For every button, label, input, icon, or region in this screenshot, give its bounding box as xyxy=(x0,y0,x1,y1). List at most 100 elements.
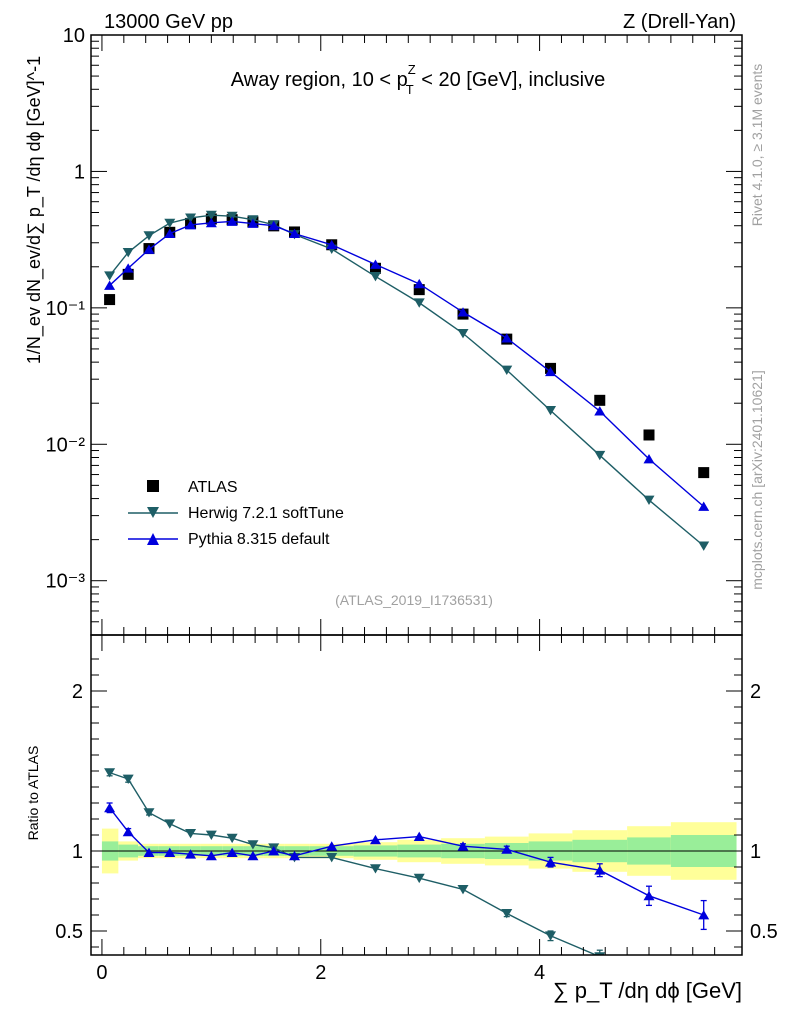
main-title: Away region, 10 < pTZ < 20 [GeV], inclus… xyxy=(231,62,605,97)
data-point-herwig xyxy=(205,210,217,221)
main-title-post: < 20 [GeV], inclusive xyxy=(416,69,606,91)
ratio-y-tick-label-right: 1 xyxy=(750,841,761,863)
data-point-pythia xyxy=(104,280,116,290)
ratio-point-herwig xyxy=(143,808,155,818)
main-title-sub: T xyxy=(406,82,414,97)
ratio-point-pythia xyxy=(369,834,381,845)
axes-frames xyxy=(90,34,743,956)
data-point-herwig xyxy=(501,365,513,376)
analysis-id: (ATLAS_2019_I1736531) xyxy=(335,592,493,608)
data-point-herwig xyxy=(369,272,381,282)
ratio-point-herwig xyxy=(205,830,217,840)
data-point-herwig xyxy=(122,247,134,258)
data-point-herwig xyxy=(226,211,238,222)
data-point-herwig xyxy=(698,541,710,551)
ratio-point-herwig xyxy=(545,931,557,941)
data-point-atlas xyxy=(698,467,710,479)
ratio-point-pythia xyxy=(501,844,513,854)
mcplots-label: mcplots.cern.ch [arXiv:2401.10621] xyxy=(749,370,765,589)
data-point-herwig xyxy=(457,328,469,339)
ratio-point-pythia xyxy=(326,841,338,851)
data-point-pythia xyxy=(289,228,301,239)
data-point-atlas xyxy=(594,394,606,406)
x-tick-label: 4 xyxy=(534,962,545,984)
ratio-point-herwig xyxy=(501,909,513,919)
ratio-point-pythia xyxy=(247,850,259,861)
ratio-point-herwig xyxy=(413,873,425,884)
data-point-pythia xyxy=(247,218,259,228)
data-point-herwig xyxy=(185,213,197,223)
data-point-pythia xyxy=(326,239,338,250)
x-tick-label: 2 xyxy=(315,962,326,984)
data-point-herwig xyxy=(594,450,606,461)
data-point-atlas xyxy=(643,429,655,441)
ratio-point-pythia xyxy=(122,826,134,837)
data-point-herwig xyxy=(545,406,557,416)
main-y-axis-label-text: 1/N_ev dN_ev/d∑ p_T /dη dϕ [GeV]^-1 xyxy=(24,56,45,364)
data-point-pythia xyxy=(643,454,655,464)
ratio-point-pythia xyxy=(413,831,425,841)
ratio-y-tick-label: 0.5 xyxy=(55,921,83,943)
legend-pythia-label: Pythia 8.315 default xyxy=(188,531,330,548)
data-point-pythia xyxy=(268,220,280,231)
main-title-sup: Z xyxy=(408,62,416,77)
ratio-point-pythia xyxy=(164,847,176,857)
ratio-point-pythia xyxy=(545,857,557,867)
data-point-atlas xyxy=(413,284,425,296)
ratio-point-pythia xyxy=(643,890,655,901)
ratio-y-axis-label-text: Ratio to ATLAS xyxy=(25,746,41,841)
x-tick-label: 0 xyxy=(96,962,107,984)
data-point-pythia xyxy=(457,307,469,317)
ratio-point-pythia xyxy=(226,847,238,857)
data-point-atlas xyxy=(104,294,116,306)
ratio-point-herwig xyxy=(104,768,116,778)
legend-pythia-marker xyxy=(147,533,159,545)
ratio-y-tick-label-right: 0.5 xyxy=(750,921,778,943)
mcplots-label-text: mcplots.cern.ch [arXiv:2401.10621] xyxy=(749,370,765,589)
data-point-herwig xyxy=(164,218,176,229)
ratio-frame xyxy=(90,634,743,956)
ratio-y-axis-label: Ratio to ATLAS xyxy=(25,746,41,841)
ratio-point-pythia xyxy=(698,910,710,920)
data-point-pythia xyxy=(122,263,134,273)
main-y-tick-label: 1 xyxy=(74,161,85,183)
legend-atlas-label: ATLAS xyxy=(188,479,238,496)
x-axis-label: ∑ p_T /dη dϕ [GeV] xyxy=(553,978,742,1003)
data-point-herwig xyxy=(413,298,425,308)
data-point-pythia xyxy=(185,220,197,230)
header-right: Z (Drell-Yan) xyxy=(623,11,736,33)
ratio-series-clipped xyxy=(104,768,710,955)
ratio-point-herwig xyxy=(122,774,134,784)
main-y-tick-label: 10⁻³ xyxy=(46,571,86,593)
ratio-point-herwig xyxy=(247,840,259,850)
ratio-y-tick-label-right: 2 xyxy=(750,681,761,703)
data-point-pythia xyxy=(205,217,217,228)
main-y-tick-label: 10⁻¹ xyxy=(46,298,86,320)
data-point-pythia xyxy=(413,278,425,289)
ratio-point-pythia xyxy=(594,865,606,875)
main-y-tick-label: 10⁻² xyxy=(46,434,86,456)
ratio-point-pythia xyxy=(104,802,116,813)
ratio-point-pythia xyxy=(185,849,197,859)
main-y-tick-label: 10 xyxy=(63,25,85,47)
data-point-herwig xyxy=(643,495,655,506)
main-title-pre: Away region, 10 < p xyxy=(231,69,408,91)
legend: ATLAS Herwig 7.2.1 softTune Pythia 8.315… xyxy=(128,479,344,548)
data-point-herwig xyxy=(104,271,116,281)
data-point-pythia xyxy=(143,244,155,254)
main-y-axis-label: 1/N_ev dN_ev/d∑ p_T /dη dϕ [GeV]^-1 xyxy=(24,56,45,364)
data-point-pythia xyxy=(545,366,557,377)
ratio-point-herwig xyxy=(326,853,338,863)
rivet-label-text: Rivet 4.1.0, ≥ 3.1M events xyxy=(749,64,765,227)
data-point-pythia xyxy=(594,406,606,416)
ratio-point-herwig xyxy=(164,819,176,829)
ratio-y-tick-label: 1 xyxy=(72,841,83,863)
ratio-point-herwig xyxy=(594,952,606,955)
axes-ticks: 10⁻³ 10⁻² 10⁻¹ 1 10 0 2 4 0.5 0.5 1 1 2 2 xyxy=(46,25,778,984)
data-point-pythia xyxy=(698,501,710,511)
main-series-line xyxy=(109,220,705,508)
legend-herwig-label: Herwig 7.2.1 softTune xyxy=(188,505,344,522)
data-point-pythia xyxy=(369,259,381,269)
data-point-pythia xyxy=(164,228,176,239)
data-point-pythia xyxy=(226,216,238,226)
